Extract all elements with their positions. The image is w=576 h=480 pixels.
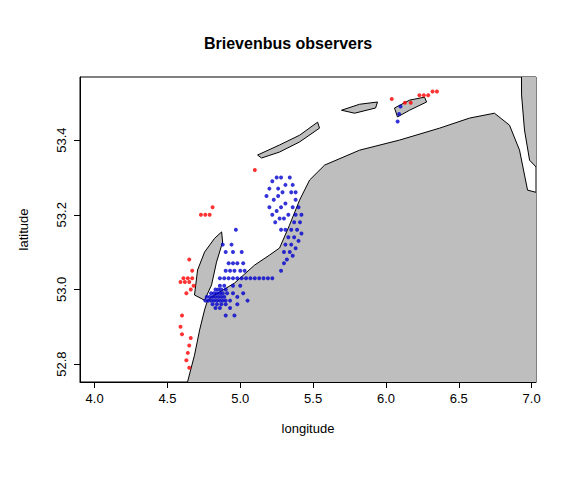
svg-text:53.0: 53.0 bbox=[54, 277, 69, 302]
svg-text:5.5: 5.5 bbox=[304, 391, 322, 406]
svg-text:longitude: longitude bbox=[282, 421, 335, 436]
svg-text:52.8: 52.8 bbox=[54, 351, 69, 376]
svg-text:4.0: 4.0 bbox=[86, 391, 104, 406]
svg-text:6.5: 6.5 bbox=[450, 391, 468, 406]
svg-text:4.5: 4.5 bbox=[158, 391, 176, 406]
svg-text:latitude: latitude bbox=[16, 209, 31, 251]
svg-text:Brievenbus observers: Brievenbus observers bbox=[204, 35, 372, 52]
svg-text:7.0: 7.0 bbox=[523, 391, 541, 406]
svg-text:53.2: 53.2 bbox=[54, 202, 69, 227]
svg-text:5.0: 5.0 bbox=[231, 391, 249, 406]
svg-text:6.0: 6.0 bbox=[377, 391, 395, 406]
svg-text:53.4: 53.4 bbox=[54, 127, 69, 152]
